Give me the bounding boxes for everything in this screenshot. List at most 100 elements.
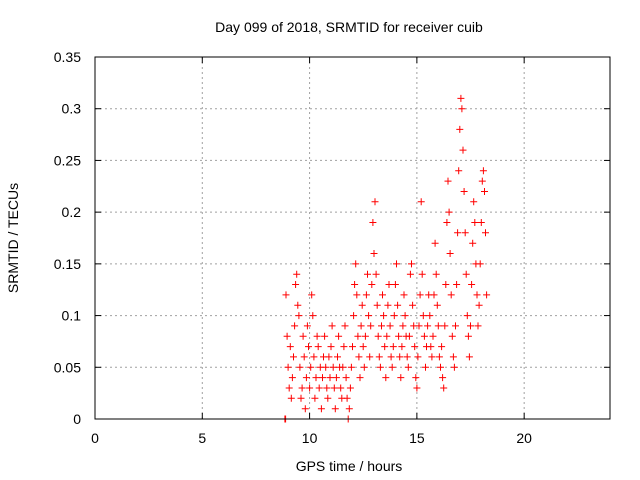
data-point — [416, 291, 424, 299]
data-point — [467, 322, 474, 330]
data-point — [412, 374, 420, 382]
x-tick-label: 20 — [516, 430, 532, 446]
data-point — [335, 332, 343, 340]
data-point — [322, 363, 330, 371]
y-tick-label: 0.05 — [54, 359, 81, 375]
data-point — [340, 343, 348, 351]
data-point — [420, 332, 428, 340]
data-point — [477, 219, 485, 226]
data-point — [290, 353, 297, 361]
data-point — [301, 405, 309, 413]
data-point — [424, 322, 432, 330]
data-point — [388, 363, 396, 371]
data-point — [288, 374, 296, 382]
data-point — [445, 208, 453, 216]
data-point — [432, 270, 440, 278]
data-point — [450, 363, 458, 371]
data-point — [393, 260, 400, 268]
data-point — [368, 281, 376, 288]
x-tick-label: 10 — [302, 430, 318, 446]
axis-ticks: 0 5 10 15 20 0 0.05 0.1 0.15 0.2 0.25 0.3 0.35 — [54, 49, 610, 446]
data-point — [381, 343, 389, 351]
data-point — [443, 219, 451, 226]
data-point — [339, 363, 347, 371]
data-point — [352, 260, 360, 268]
data-point — [401, 312, 409, 320]
data-point — [375, 353, 383, 361]
data-point — [351, 281, 359, 288]
data-point — [422, 363, 429, 371]
data-point — [474, 322, 482, 330]
data-point — [396, 353, 404, 361]
data-point — [442, 281, 450, 288]
data-point — [460, 188, 468, 195]
data-point — [291, 322, 299, 330]
data-point — [378, 322, 385, 330]
data-point — [329, 363, 337, 371]
x-tick-label: 5 — [198, 430, 206, 446]
data-point — [394, 301, 402, 309]
data-point — [362, 291, 370, 299]
data-point — [372, 270, 380, 278]
data-point — [306, 384, 314, 392]
data-point — [334, 353, 341, 361]
data-point — [350, 312, 358, 320]
data-point — [365, 312, 373, 320]
data-point — [369, 219, 377, 226]
data-point — [324, 394, 332, 402]
data-point — [286, 343, 294, 351]
data-point — [481, 188, 488, 195]
data-point — [404, 363, 412, 371]
y-tick-label: 0.25 — [54, 152, 81, 168]
data-point — [444, 177, 452, 185]
data-point — [449, 353, 457, 361]
data-point — [411, 343, 419, 351]
data-point — [415, 322, 423, 330]
data-point — [323, 384, 331, 392]
data-point — [282, 291, 290, 299]
grid-lines — [95, 57, 610, 419]
data-point — [310, 353, 318, 361]
data-point — [292, 281, 300, 288]
data-point — [346, 384, 354, 392]
data-point — [413, 384, 421, 392]
x-tick-label: 0 — [91, 430, 99, 446]
data-point — [437, 363, 444, 371]
y-tick-label: 0.1 — [62, 308, 82, 324]
data-point — [373, 301, 381, 309]
data-point — [358, 301, 366, 309]
data-point — [465, 353, 473, 361]
data-point — [376, 363, 384, 371]
data-point — [311, 394, 319, 402]
data-points — [281, 94, 491, 423]
data-point — [321, 332, 329, 340]
data-point — [387, 353, 395, 361]
data-point — [354, 332, 362, 340]
data-point — [305, 343, 312, 351]
data-point — [287, 394, 295, 402]
data-point — [357, 322, 365, 330]
data-point — [366, 353, 374, 361]
data-point — [327, 343, 335, 351]
y-tick-label: 0.35 — [54, 49, 81, 65]
data-point — [293, 270, 301, 278]
data-point — [355, 353, 363, 361]
data-point — [330, 384, 338, 392]
data-point — [403, 353, 411, 361]
data-point — [303, 322, 311, 330]
data-point — [446, 250, 454, 257]
data-point — [439, 374, 447, 382]
data-point — [308, 291, 316, 299]
data-point — [328, 322, 336, 330]
data-point — [325, 353, 333, 361]
data-point — [427, 343, 435, 351]
data-point — [397, 374, 405, 382]
data-point — [428, 353, 436, 361]
data-point — [386, 322, 394, 330]
data-point — [371, 198, 379, 206]
data-point — [312, 374, 320, 382]
data-point — [364, 270, 371, 278]
data-point — [426, 312, 434, 320]
y-tick-label: 0.2 — [62, 204, 82, 220]
